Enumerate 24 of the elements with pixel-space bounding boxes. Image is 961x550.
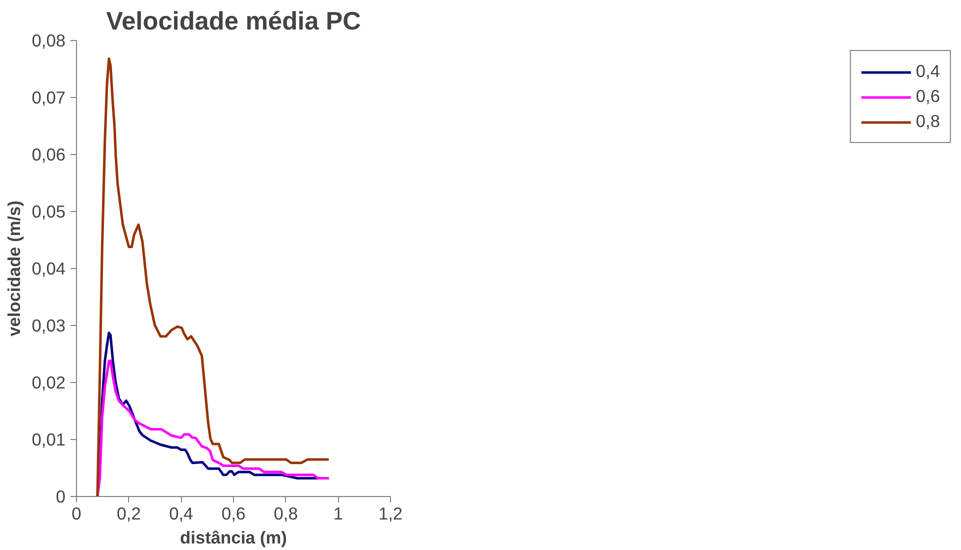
y-tick-label: 0,06	[32, 144, 66, 164]
y-tick-label: 0,07	[32, 88, 66, 108]
x-tick-label: 0,6	[221, 504, 246, 524]
x-tick-label: 0,2	[116, 504, 141, 524]
y-tick-label: 0,04	[32, 258, 66, 278]
legend-label: 0,6	[916, 86, 940, 107]
y-tick-label: 0,03	[32, 316, 66, 336]
x-tick-label: 0,8	[274, 504, 298, 524]
y-tick-label: 0,02	[32, 372, 66, 392]
y-axis-title: velocidade (m/s)	[4, 200, 24, 336]
line-series	[96, 360, 330, 496]
y-tick-label: 0,08	[32, 30, 66, 50]
chart-title: Velocidade média PC	[106, 8, 361, 36]
y-tick-label: 0,01	[32, 430, 66, 450]
x-tick-label: 0,4	[169, 504, 194, 524]
x-tick-label: 1,2	[378, 504, 403, 524]
legend-label: 0,8	[916, 111, 940, 132]
line-series	[96, 57, 330, 496]
x-axis-title: distância (m)	[180, 528, 287, 548]
x-tick-label: 1	[333, 504, 343, 524]
y-tick-label: 0,05	[32, 202, 66, 222]
x-tick-label: 0	[72, 504, 82, 524]
y-tick-label: 0	[56, 486, 66, 506]
legend-label: 0,4	[916, 61, 940, 82]
